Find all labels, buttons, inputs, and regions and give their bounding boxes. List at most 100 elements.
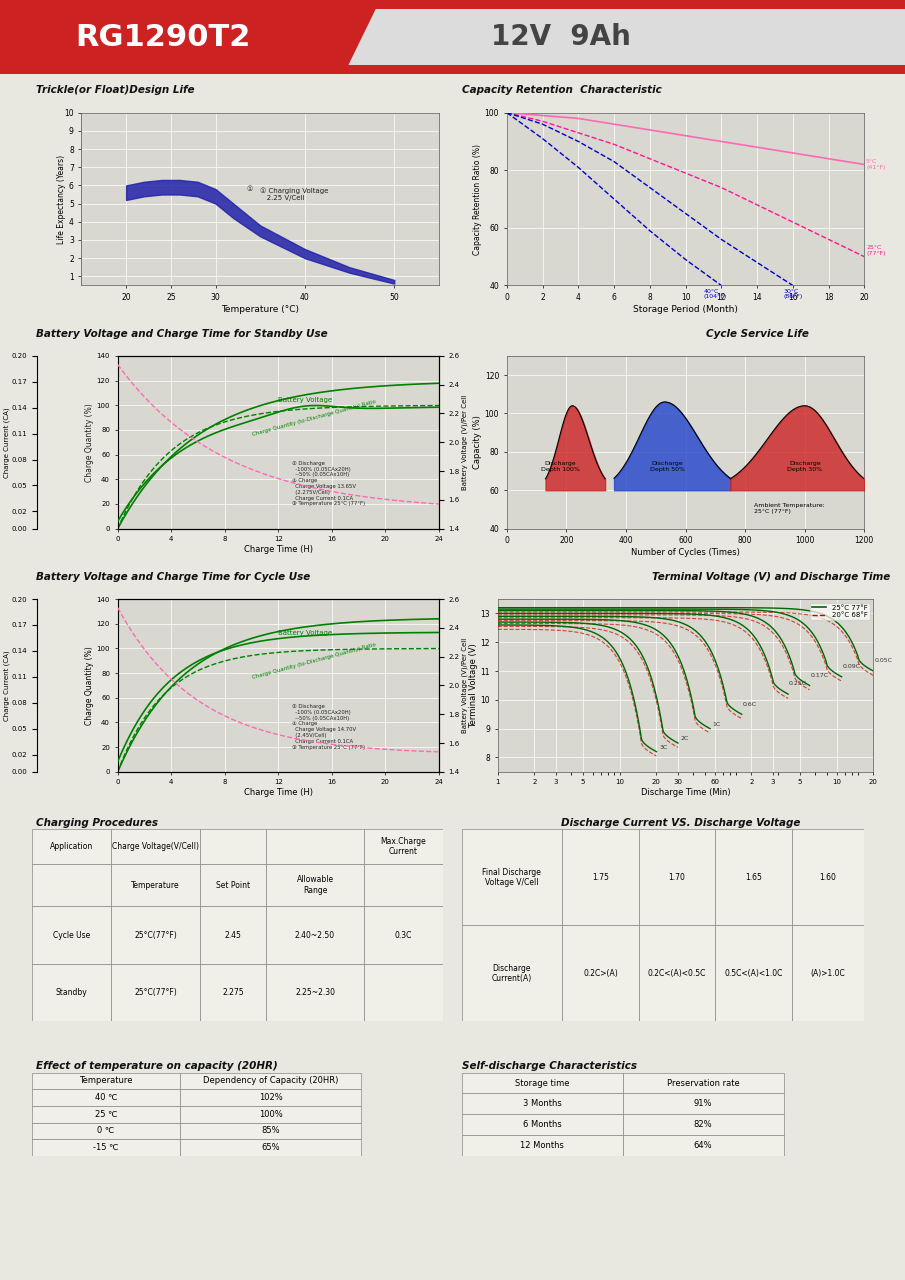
Y-axis label: Capacity Retention Ratio (%): Capacity Retention Ratio (%) <box>473 143 481 255</box>
Text: 0.5C<(A)<1.0C: 0.5C<(A)<1.0C <box>724 969 783 978</box>
Text: Capacity Retention  Characteristic: Capacity Retention Characteristic <box>462 86 662 96</box>
Text: Discharge
Depth 30%: Discharge Depth 30% <box>787 461 823 472</box>
Y-axis label: Life Expectancy (Years): Life Expectancy (Years) <box>57 155 66 243</box>
FancyBboxPatch shape <box>32 1106 180 1123</box>
FancyBboxPatch shape <box>32 1089 180 1106</box>
Text: Max.Charge
Current: Max.Charge Current <box>381 837 426 856</box>
Y-axis label: Charge Quantity (%): Charge Quantity (%) <box>85 403 94 481</box>
Text: ① Discharge
  -100% (0.05CAx20H)
  --50% (0.05CAx10H)
② Charge
  Charge Voltage : ① Discharge -100% (0.05CAx20H) --50% (0.… <box>291 704 365 750</box>
FancyBboxPatch shape <box>364 906 443 964</box>
FancyBboxPatch shape <box>623 1114 784 1135</box>
FancyBboxPatch shape <box>462 1114 623 1135</box>
Text: 25°C
(77°F): 25°C (77°F) <box>866 246 886 256</box>
FancyBboxPatch shape <box>562 829 639 925</box>
Text: 30°C
(86°F): 30°C (86°F) <box>784 289 803 300</box>
Text: Charge Voltage(V/Cell): Charge Voltage(V/Cell) <box>112 842 199 851</box>
Text: 100%: 100% <box>259 1110 282 1119</box>
Text: 1.70: 1.70 <box>669 873 685 882</box>
FancyBboxPatch shape <box>32 964 111 1021</box>
FancyBboxPatch shape <box>32 906 111 964</box>
Text: 1.60: 1.60 <box>820 873 836 882</box>
X-axis label: Storage Period (Month): Storage Period (Month) <box>634 305 738 314</box>
Text: Temperature: Temperature <box>131 881 180 890</box>
FancyBboxPatch shape <box>364 829 443 864</box>
Text: 0.2C<(A)<0.5C: 0.2C<(A)<0.5C <box>648 969 706 978</box>
FancyBboxPatch shape <box>200 906 266 964</box>
Text: 2.275: 2.275 <box>223 988 244 997</box>
Text: Charge Quantity (to-Discharge Quantity) Ratio: Charge Quantity (to-Discharge Quantity) … <box>252 643 376 680</box>
FancyBboxPatch shape <box>32 829 111 864</box>
Text: Battery Voltage: Battery Voltage <box>279 630 332 636</box>
Text: 0.25C: 0.25C <box>789 681 807 686</box>
Text: 40°C
(104°F): 40°C (104°F) <box>703 289 727 300</box>
Text: Charge Quantity (to-Discharge Quantity) Ratio: Charge Quantity (to-Discharge Quantity) … <box>252 399 376 436</box>
FancyBboxPatch shape <box>111 964 200 1021</box>
FancyBboxPatch shape <box>32 1123 180 1139</box>
FancyBboxPatch shape <box>462 925 562 1021</box>
FancyBboxPatch shape <box>639 925 715 1021</box>
Text: 102%: 102% <box>259 1093 282 1102</box>
Text: Discharge
Depth 50%: Discharge Depth 50% <box>650 461 685 472</box>
FancyBboxPatch shape <box>200 864 266 906</box>
FancyBboxPatch shape <box>623 1135 784 1156</box>
Text: Preservation rate: Preservation rate <box>667 1079 739 1088</box>
FancyBboxPatch shape <box>180 1106 361 1123</box>
Text: 25°C(77°F): 25°C(77°F) <box>134 931 177 940</box>
Polygon shape <box>0 0 380 74</box>
FancyBboxPatch shape <box>623 1073 784 1093</box>
Text: 25 ℃: 25 ℃ <box>94 1110 117 1119</box>
Text: 1C: 1C <box>712 722 721 727</box>
Text: Discharge
Current(A): Discharge Current(A) <box>491 964 532 983</box>
Text: 1.75: 1.75 <box>592 873 609 882</box>
FancyBboxPatch shape <box>462 1093 623 1114</box>
FancyBboxPatch shape <box>792 925 864 1021</box>
Text: 25°C(77°F): 25°C(77°F) <box>134 988 177 997</box>
FancyBboxPatch shape <box>111 906 200 964</box>
FancyBboxPatch shape <box>32 864 111 906</box>
FancyBboxPatch shape <box>200 964 266 1021</box>
FancyBboxPatch shape <box>266 829 364 864</box>
Text: 2.40~2.50: 2.40~2.50 <box>295 931 335 940</box>
Text: 5°C
(41°F): 5°C (41°F) <box>866 159 885 170</box>
Text: Final Discharge
Voltage V/Cell: Final Discharge Voltage V/Cell <box>482 868 541 887</box>
X-axis label: Charge Time (H): Charge Time (H) <box>243 545 313 554</box>
X-axis label: Charge Time (H): Charge Time (H) <box>243 788 313 797</box>
Text: Battery Voltage and Charge Time for Standby Use: Battery Voltage and Charge Time for Stan… <box>36 329 328 339</box>
FancyBboxPatch shape <box>462 1135 623 1156</box>
Y-axis label: Charge Quantity (%): Charge Quantity (%) <box>85 646 94 724</box>
Text: Discharge Current VS. Discharge Voltage: Discharge Current VS. Discharge Voltage <box>561 818 801 828</box>
Text: 91%: 91% <box>694 1100 712 1108</box>
Text: Ambient Temperature:
25°C (77°F): Ambient Temperature: 25°C (77°F) <box>754 503 824 515</box>
Text: Battery Voltage and Charge Time for Cycle Use: Battery Voltage and Charge Time for Cycl… <box>36 572 310 582</box>
FancyBboxPatch shape <box>639 829 715 925</box>
Text: Application: Application <box>50 842 93 851</box>
Text: 0.17C: 0.17C <box>811 673 829 678</box>
Text: 0.2C>(A): 0.2C>(A) <box>583 969 618 978</box>
Y-axis label: Charge Current (CA): Charge Current (CA) <box>4 650 11 721</box>
Text: Effect of temperature on capacity (20HR): Effect of temperature on capacity (20HR) <box>36 1061 278 1071</box>
X-axis label: Discharge Time (Min): Discharge Time (Min) <box>641 788 730 797</box>
FancyBboxPatch shape <box>111 829 200 864</box>
Bar <box>0 65 905 74</box>
FancyBboxPatch shape <box>180 1073 361 1089</box>
Text: 85%: 85% <box>262 1126 280 1135</box>
FancyBboxPatch shape <box>266 964 364 1021</box>
Text: 0.05C: 0.05C <box>874 658 892 663</box>
FancyBboxPatch shape <box>266 864 364 906</box>
Y-axis label: Terminal Voltage (V): Terminal Voltage (V) <box>469 643 478 728</box>
Y-axis label: Battery Voltage (V)/Per Cell: Battery Voltage (V)/Per Cell <box>462 394 468 490</box>
FancyBboxPatch shape <box>111 864 200 906</box>
Y-axis label: Capacity (%): Capacity (%) <box>473 415 481 470</box>
Text: Set Point: Set Point <box>216 881 250 890</box>
Text: Cycle Service Life: Cycle Service Life <box>706 329 809 339</box>
FancyBboxPatch shape <box>180 1089 361 1106</box>
Text: 12 Months: 12 Months <box>520 1140 564 1149</box>
Text: (A)>1.0C: (A)>1.0C <box>811 969 845 978</box>
FancyBboxPatch shape <box>462 829 562 925</box>
FancyBboxPatch shape <box>180 1123 361 1139</box>
Text: 0.09C: 0.09C <box>843 664 861 669</box>
Text: 0.6C: 0.6C <box>743 701 757 707</box>
Text: 1.65: 1.65 <box>745 873 762 882</box>
Text: Battery Voltage: Battery Voltage <box>279 397 332 403</box>
FancyBboxPatch shape <box>364 964 443 1021</box>
